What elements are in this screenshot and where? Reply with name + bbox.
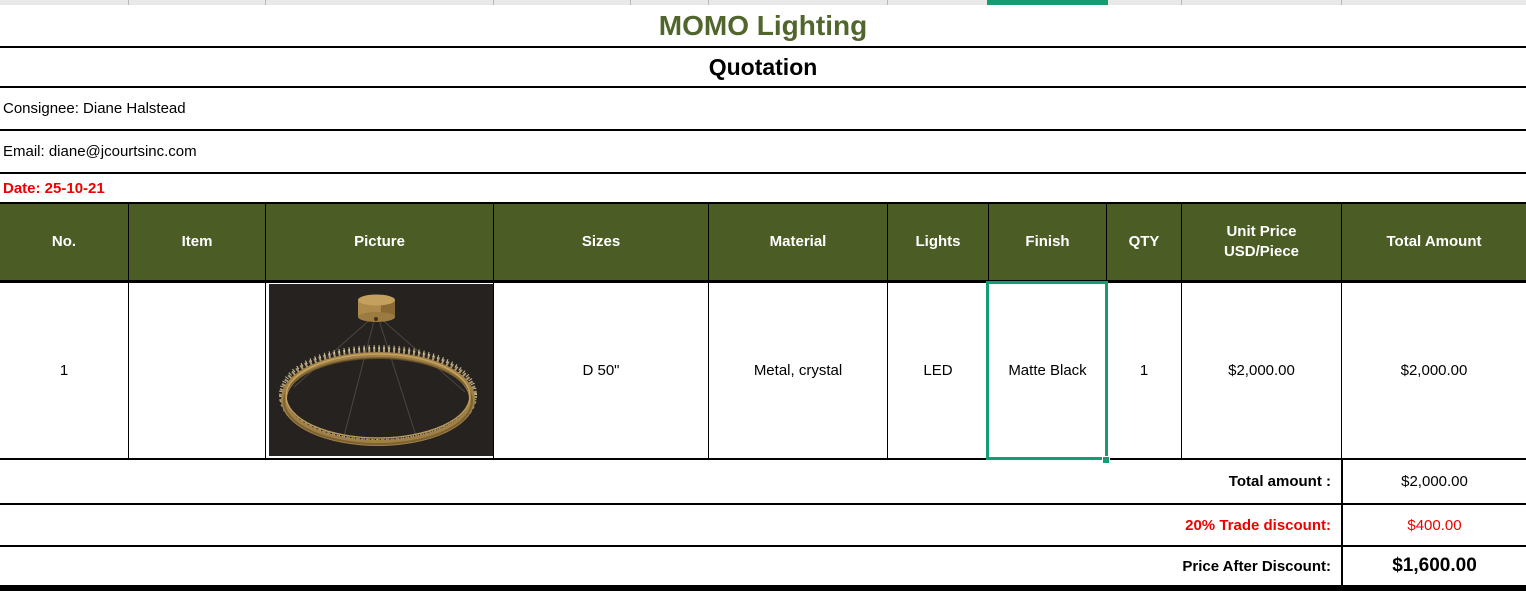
- cell-finish[interactable]: Matte Black: [988, 283, 1106, 458]
- table-bottom-border: [0, 585, 1526, 591]
- document-title: Quotation: [0, 48, 1526, 88]
- column-divider: [708, 0, 709, 5]
- column-divider: [128, 0, 129, 5]
- email-row[interactable]: Email: diane@jcourtsinc.com: [0, 131, 1526, 174]
- column-divider: [493, 0, 494, 5]
- total-amount-label[interactable]: Total amount :: [1228, 473, 1331, 490]
- cell-total-amount[interactable]: $2,000.00: [1341, 283, 1526, 458]
- cell-qty[interactable]: 1: [1106, 283, 1181, 458]
- price-after-discount-label[interactable]: Price After Discount:: [1182, 557, 1331, 575]
- cell-no[interactable]: 1: [59, 362, 69, 379]
- column-divider: [630, 0, 631, 5]
- header-material[interactable]: Material: [708, 204, 887, 280]
- cell-item[interactable]: [128, 283, 265, 458]
- summary-discount-row: 20% Trade discount: $400.00: [0, 505, 1526, 547]
- cell-sizes[interactable]: D 50": [493, 283, 708, 458]
- cell-material[interactable]: Metal, crystal: [708, 283, 887, 458]
- consignee-row[interactable]: Consignee: Diane Halstead: [0, 88, 1526, 131]
- header-picture[interactable]: Picture: [265, 204, 493, 280]
- cell-picture[interactable]: [265, 283, 493, 458]
- cell-lights[interactable]: LED: [887, 283, 988, 458]
- column-divider: [1341, 0, 1342, 5]
- trade-discount-value[interactable]: $400.00: [1341, 505, 1526, 545]
- selected-column-indicator: [987, 0, 1108, 5]
- header-unit-price[interactable]: Unit Price USD/Piece: [1181, 204, 1341, 280]
- header-sizes[interactable]: Sizes: [493, 204, 708, 280]
- header-lights[interactable]: Lights: [887, 204, 988, 280]
- total-amount-value[interactable]: $2,000.00: [1341, 460, 1526, 503]
- trade-discount-label[interactable]: 20% Trade discount:: [1185, 516, 1331, 534]
- date-row[interactable]: Date: 25-10-21: [3, 179, 105, 197]
- company-title: MOMO Lighting: [0, 5, 1526, 48]
- header-total-amount[interactable]: Total Amount: [1341, 204, 1526, 280]
- header-no[interactable]: No.: [51, 232, 77, 250]
- price-after-discount-value[interactable]: $1,600.00: [1341, 547, 1526, 585]
- header-qty[interactable]: QTY: [1106, 204, 1181, 280]
- cell-unit-price[interactable]: $2,000.00: [1181, 283, 1341, 458]
- column-divider: [887, 0, 888, 5]
- summary-final-row: Price After Discount: $1,600.00: [0, 547, 1526, 585]
- column-header-strip: [0, 0, 1526, 5]
- table-header-row: No. Item Picture Sizes Material Lights F…: [0, 202, 1526, 283]
- header-item[interactable]: Item: [128, 204, 265, 280]
- column-divider: [265, 0, 266, 5]
- header-finish[interactable]: Finish: [988, 204, 1106, 280]
- table-row: 1 D 50" Metal, crystal LED Matte Black 1…: [0, 283, 1526, 460]
- column-divider: [1181, 0, 1182, 5]
- product-image-chandelier: [269, 284, 493, 456]
- fill-handle[interactable]: [1102, 456, 1110, 464]
- summary-total-row: Total amount : $2,000.00: [0, 460, 1526, 505]
